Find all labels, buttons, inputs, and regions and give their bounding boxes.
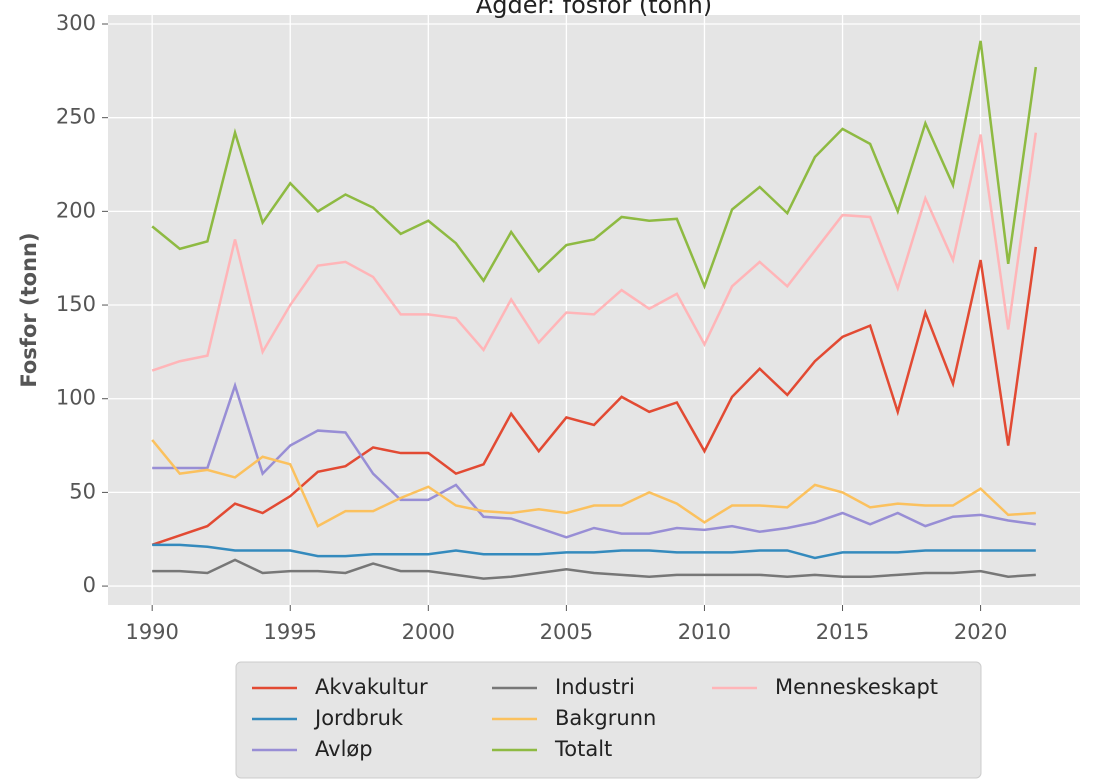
x-tick-label: 1995: [264, 620, 317, 644]
y-axis-label: Fosfor (tonn): [17, 232, 41, 387]
legend-label: Avløp: [315, 737, 373, 761]
legend: [235, 661, 982, 779]
legend-label: Totalt: [554, 737, 612, 761]
legend-label: Menneskeskapt: [775, 675, 938, 699]
x-tick-label: 1990: [125, 620, 178, 644]
x-tick-label: 2020: [954, 620, 1007, 644]
legend-label: Jordbruk: [313, 706, 404, 730]
y-tick-label: 150: [56, 292, 96, 316]
y-tick-label: 200: [56, 198, 96, 222]
line: [151, 40, 1038, 290]
x-tick-label: 2000: [402, 620, 455, 644]
y-tick-label: 50: [69, 479, 96, 503]
x-tick-label: 2005: [540, 620, 593, 644]
legend-label: Industri: [555, 675, 635, 699]
line: [151, 132, 1038, 372]
legend-label: Bakgrunn: [555, 706, 656, 730]
line: [152, 543, 1036, 560]
x-tick-label: 2015: [816, 620, 869, 644]
plot-area: [108, 15, 1080, 605]
line: [152, 558, 1036, 580]
y-tick-label: 100: [56, 386, 96, 410]
legend-label: Akvakultur: [315, 675, 428, 699]
line: [151, 439, 1036, 528]
y-tick-label: 250: [56, 105, 96, 129]
line: [151, 246, 1038, 547]
x-tick-label: 2010: [678, 620, 731, 644]
y-tick-label: 0: [83, 573, 96, 597]
y-tick-label: 300: [56, 11, 96, 35]
line: [152, 381, 1036, 539]
chart-title: Agder: fosfor (tonn): [476, 0, 712, 19]
